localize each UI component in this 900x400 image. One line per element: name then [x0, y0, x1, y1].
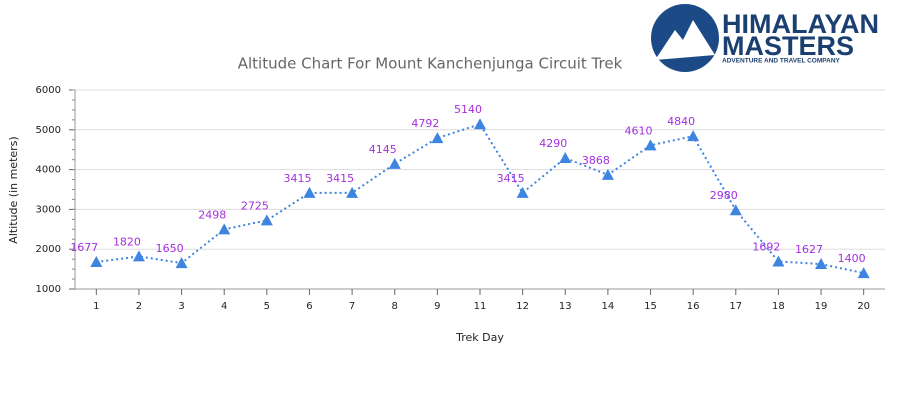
data-label: 3415: [326, 172, 354, 185]
data-label: 4145: [369, 143, 397, 156]
data-label: 3415: [497, 172, 525, 185]
marker: [175, 257, 188, 269]
x-tick-label: 11: [474, 301, 487, 312]
x-tick-label: 15: [644, 301, 657, 312]
data-label: 1627: [795, 243, 823, 256]
x-tick-label: 12: [516, 301, 529, 312]
x-tick-label: 14: [602, 301, 615, 312]
x-tick-label: 8: [392, 301, 398, 312]
data-label: 5140: [454, 103, 482, 116]
y-tick-label: 3000: [36, 204, 61, 215]
data-label: 2725: [241, 199, 269, 212]
marker: [218, 223, 231, 235]
data-label: 1650: [156, 242, 184, 255]
y-axis-label: Altitude (in meters): [7, 136, 20, 243]
x-tick-label: 3: [178, 301, 184, 312]
y-tick-label: 4000: [36, 165, 61, 176]
logo: HIMALAYAN MASTERS ADVENTURE AND TRAVEL C…: [651, 4, 879, 72]
marker: [431, 132, 444, 144]
y-tick-label: 2000: [36, 244, 61, 255]
data-label: 2980: [710, 189, 738, 202]
marker: [644, 139, 657, 151]
y-tick-label: 6000: [36, 85, 61, 96]
x-tick-label: 6: [306, 301, 312, 312]
x-tick-label: 1: [93, 301, 99, 312]
marker: [474, 118, 486, 130]
x-tick-label: 20: [857, 301, 870, 312]
marker: [132, 250, 145, 262]
marker: [857, 267, 870, 279]
marker: [260, 214, 273, 226]
marker: [303, 186, 316, 198]
marker: [346, 186, 359, 198]
data-label: 2498: [198, 208, 226, 221]
data-label: 3415: [283, 172, 311, 185]
data-label: 4792: [411, 117, 439, 130]
data-label: 1692: [752, 240, 780, 253]
marker: [772, 255, 785, 267]
x-axis-label: Trek Day: [455, 331, 504, 344]
marker: [687, 130, 700, 142]
x-tick-label: 2: [136, 301, 142, 312]
marker: [559, 152, 572, 164]
marker: [729, 204, 742, 216]
chart-title: Altitude Chart For Mount Kanchenjunga Ci…: [238, 55, 623, 73]
x-tick-label: 4: [221, 301, 227, 312]
y-tick-label: 5000: [36, 125, 61, 136]
logo-line1: HIMALAYAN: [722, 9, 879, 39]
marker: [601, 168, 614, 180]
y-tick-label: 1000: [36, 284, 61, 295]
x-tick-label: 19: [815, 301, 828, 312]
x-tick-label: 7: [349, 301, 355, 312]
logo-mountain: [655, 20, 715, 60]
marker: [815, 258, 828, 270]
data-label: 4290: [539, 137, 567, 150]
logo-tagline: ADVENTURE AND TRAVEL COMPANY: [722, 58, 841, 65]
data-label: 3868: [582, 154, 610, 167]
x-tick-label: 16: [687, 301, 700, 312]
x-tick-label: 13: [559, 301, 572, 312]
data-label: 1820: [113, 235, 141, 248]
marker: [516, 186, 529, 198]
data-label: 1400: [838, 252, 866, 265]
x-tick-label: 17: [729, 301, 742, 312]
data-label: 4610: [625, 124, 653, 137]
marker: [90, 256, 103, 268]
logo-line2: MASTERS: [722, 31, 854, 61]
x-tick-label: 9: [434, 301, 440, 312]
data-line: [96, 123, 864, 275]
data-label: 1677: [70, 241, 98, 254]
x-tick-label: 5: [264, 301, 270, 312]
marker: [388, 157, 401, 169]
data-label: 4840: [667, 115, 695, 128]
x-tick-label: 18: [772, 301, 785, 312]
